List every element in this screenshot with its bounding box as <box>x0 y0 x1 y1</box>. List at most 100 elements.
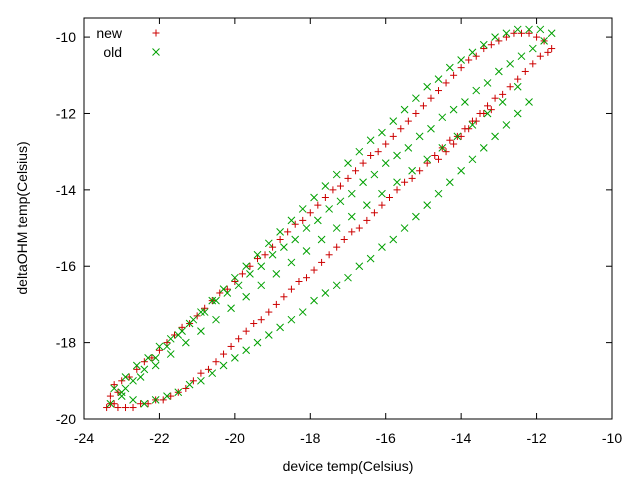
point-old <box>483 109 492 118</box>
point-old <box>117 392 126 400</box>
point-old <box>121 384 130 393</box>
point-old <box>276 323 284 332</box>
point-new <box>114 404 122 412</box>
point-old <box>381 159 390 167</box>
point-old <box>227 304 235 313</box>
point-new <box>495 37 503 45</box>
point-old <box>136 373 145 381</box>
point-new <box>220 350 228 358</box>
point-new <box>129 404 137 412</box>
point-new <box>442 148 450 156</box>
point-new <box>427 94 435 102</box>
point-new <box>404 117 412 125</box>
point-old <box>166 350 175 358</box>
point-new <box>450 140 458 148</box>
point-new <box>352 167 360 175</box>
point-new <box>197 369 205 377</box>
point-old <box>528 44 537 53</box>
point-old <box>479 143 488 152</box>
point-new <box>140 358 148 366</box>
x-tick-label: -12 <box>526 430 546 446</box>
point-old <box>272 270 281 278</box>
point-old <box>253 338 262 347</box>
point-old <box>332 224 341 232</box>
point-old <box>457 56 465 64</box>
point-old <box>438 143 447 152</box>
point-new <box>155 346 163 354</box>
point-old <box>344 273 352 282</box>
point-new <box>435 155 443 163</box>
legend-marker-old <box>152 48 160 56</box>
point-new <box>178 323 186 331</box>
point-new <box>193 312 201 320</box>
point-old <box>223 289 232 297</box>
point-old <box>242 292 251 301</box>
point-new <box>521 67 529 75</box>
x-axis-label: device temp(Celsius) <box>283 458 414 474</box>
point-old <box>189 315 198 324</box>
point-old <box>257 281 266 290</box>
point-old <box>208 296 217 305</box>
point-new <box>171 331 179 339</box>
point-old <box>404 143 413 152</box>
point-new <box>382 140 390 148</box>
point-new <box>291 220 299 228</box>
point-old <box>445 63 454 72</box>
point-old <box>408 166 416 175</box>
point-old <box>434 75 443 83</box>
x-tick-label: -24 <box>74 430 94 446</box>
point-new <box>506 83 514 91</box>
point-new <box>419 102 427 110</box>
point-old <box>453 132 462 141</box>
point-new <box>272 300 280 308</box>
point-old <box>163 342 171 351</box>
point-new <box>446 136 454 144</box>
point-new <box>465 125 473 133</box>
point-new <box>359 159 367 167</box>
point-old <box>151 354 160 362</box>
point-new <box>314 201 322 209</box>
point-old <box>280 243 288 251</box>
point-old <box>389 117 398 125</box>
point-new <box>114 388 122 396</box>
point-old <box>513 82 522 91</box>
point-new <box>348 228 356 236</box>
point-old <box>370 170 379 179</box>
point-old <box>257 262 266 271</box>
point-new <box>106 392 114 400</box>
point-old <box>517 52 526 61</box>
point-new <box>457 132 465 140</box>
point-new <box>408 174 416 182</box>
point-new <box>103 404 111 412</box>
data-points <box>103 25 556 412</box>
y-tick-label: -10 <box>56 29 76 45</box>
point-new <box>325 251 333 259</box>
point-old <box>536 25 545 34</box>
point-old <box>185 380 194 389</box>
point-new <box>472 117 480 125</box>
point-old <box>242 262 251 271</box>
y-tick-label: -20 <box>56 411 76 427</box>
point-old <box>366 136 375 145</box>
point-new <box>242 327 250 335</box>
point-old <box>302 247 311 255</box>
point-new <box>159 396 167 404</box>
point-old <box>163 392 171 400</box>
point-old <box>445 178 454 187</box>
point-new <box>125 373 133 381</box>
point-old <box>298 308 307 316</box>
y-tick-label: -18 <box>56 335 76 351</box>
point-old <box>212 315 220 324</box>
point-old <box>110 384 119 393</box>
point-old <box>479 40 488 49</box>
point-new <box>287 285 295 293</box>
point-old <box>513 109 522 118</box>
point-new <box>235 335 243 343</box>
point-old <box>363 201 371 209</box>
x-tick-label: -16 <box>376 430 396 446</box>
point-old <box>181 338 190 347</box>
point-new <box>484 102 492 110</box>
point-new <box>276 236 284 244</box>
point-old <box>151 396 160 404</box>
